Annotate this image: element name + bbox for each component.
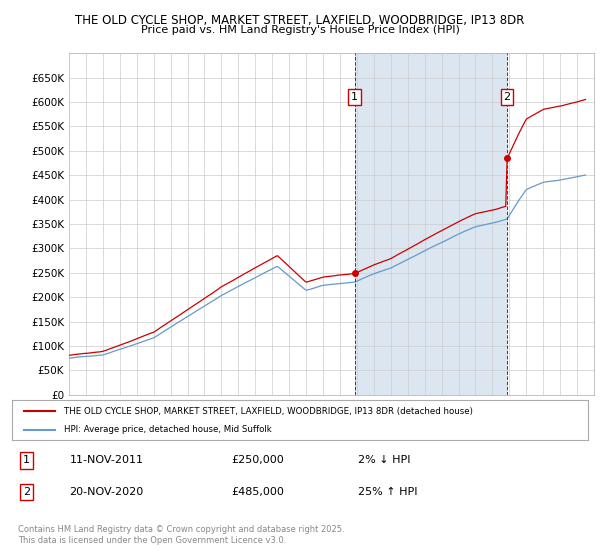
Text: THE OLD CYCLE SHOP, MARKET STREET, LAXFIELD, WOODBRIDGE, IP13 8DR: THE OLD CYCLE SHOP, MARKET STREET, LAXFI… [76, 14, 524, 27]
Text: Contains HM Land Registry data © Crown copyright and database right 2025.
This d: Contains HM Land Registry data © Crown c… [18, 525, 344, 545]
Text: HPI: Average price, detached house, Mid Suffolk: HPI: Average price, detached house, Mid … [64, 425, 272, 435]
Text: 1: 1 [23, 455, 30, 465]
Text: 1: 1 [351, 92, 358, 102]
Text: Price paid vs. HM Land Registry's House Price Index (HPI): Price paid vs. HM Land Registry's House … [140, 25, 460, 35]
Text: 25% ↑ HPI: 25% ↑ HPI [358, 487, 417, 497]
Text: 2: 2 [503, 92, 511, 102]
Text: 2% ↓ HPI: 2% ↓ HPI [358, 455, 410, 465]
Text: 11-NOV-2011: 11-NOV-2011 [70, 455, 143, 465]
Text: 20-NOV-2020: 20-NOV-2020 [70, 487, 144, 497]
Text: 2: 2 [23, 487, 30, 497]
Text: £250,000: £250,000 [231, 455, 284, 465]
Text: £485,000: £485,000 [231, 487, 284, 497]
Bar [355, 53, 507, 395]
Text: THE OLD CYCLE SHOP, MARKET STREET, LAXFIELD, WOODBRIDGE, IP13 8DR (detached hous: THE OLD CYCLE SHOP, MARKET STREET, LAXFI… [64, 407, 473, 416]
